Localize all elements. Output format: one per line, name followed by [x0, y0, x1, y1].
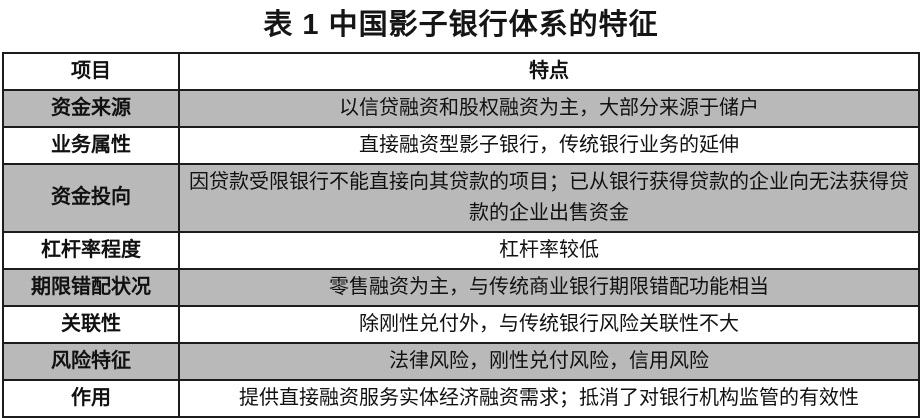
- table-row: 业务属性 直接融资型影子银行，传统银行业务的延伸: [2, 125, 920, 165]
- table-row: 资金来源 以信贷融资和股权融资为主，大部分来源于储户: [2, 88, 920, 128]
- table-header: 项目 特点: [2, 51, 920, 91]
- item-cell: 期限错配状况: [2, 267, 180, 307]
- header-row: 项目 特点: [2, 51, 920, 91]
- document-page: 表 1 中国影子银行体系的特征 项目 特点 资金来源 以信贷融资和股权融资为主，…: [0, 8, 922, 418]
- header-item-cell: 项目: [2, 51, 180, 91]
- item-cell: 资金来源: [2, 88, 180, 128]
- item-cell: 杠杆率程度: [2, 230, 180, 270]
- feature-cell: 因贷款受限银行不能直接向其贷款的项目；已从银行获得贷款的企业向无法获得贷款的企业…: [178, 162, 920, 233]
- feature-cell: 直接融资型影子银行，传统银行业务的延伸: [178, 125, 920, 165]
- table-title: 表 1 中国影子银行体系的特征: [263, 9, 659, 41]
- table-row: 风险特征 法律风险，刚性兑付风险，信用风险: [2, 341, 920, 381]
- item-cell: 业务属性: [2, 125, 180, 165]
- feature-cell: 提供直接融资服务实体经济融资需求；抵消了对银行机构监管的有效性: [178, 378, 920, 418]
- item-cell: 关联性: [2, 304, 180, 344]
- shadow-banking-feature-table: 项目 特点 资金来源 以信贷融资和股权融资为主，大部分来源于储户 业务属性 直接…: [2, 51, 920, 418]
- feature-cell: 除刚性兑付外，与传统银行风险关联性不大: [178, 304, 920, 344]
- table-row: 期限错配状况 零售融资为主，与传统商业银行期限错配功能相当: [2, 267, 920, 307]
- table-row: 资金投向 因贷款受限银行不能直接向其贷款的项目；已从银行获得贷款的企业向无法获得…: [2, 162, 920, 233]
- table-row: 作用 提供直接融资服务实体经济融资需求；抵消了对银行机构监管的有效性: [2, 378, 920, 418]
- header-feature-cell: 特点: [178, 51, 920, 91]
- item-cell: 作用: [2, 378, 180, 418]
- table-body: 资金来源 以信贷融资和股权融资为主，大部分来源于储户 业务属性 直接融资型影子银…: [2, 88, 920, 418]
- table-row: 关联性 除刚性兑付外，与传统银行风险关联性不大: [2, 304, 920, 344]
- item-cell: 风险特征: [2, 341, 180, 381]
- item-cell: 资金投向: [2, 162, 180, 233]
- table-row: 杠杆率程度 杠杆率较低: [2, 230, 920, 270]
- feature-cell: 零售融资为主，与传统商业银行期限错配功能相当: [178, 267, 920, 307]
- feature-cell: 以信贷融资和股权融资为主，大部分来源于储户: [178, 88, 920, 128]
- feature-cell: 杠杆率较低: [178, 230, 920, 270]
- feature-cell: 法律风险，刚性兑付风险，信用风险: [178, 341, 920, 381]
